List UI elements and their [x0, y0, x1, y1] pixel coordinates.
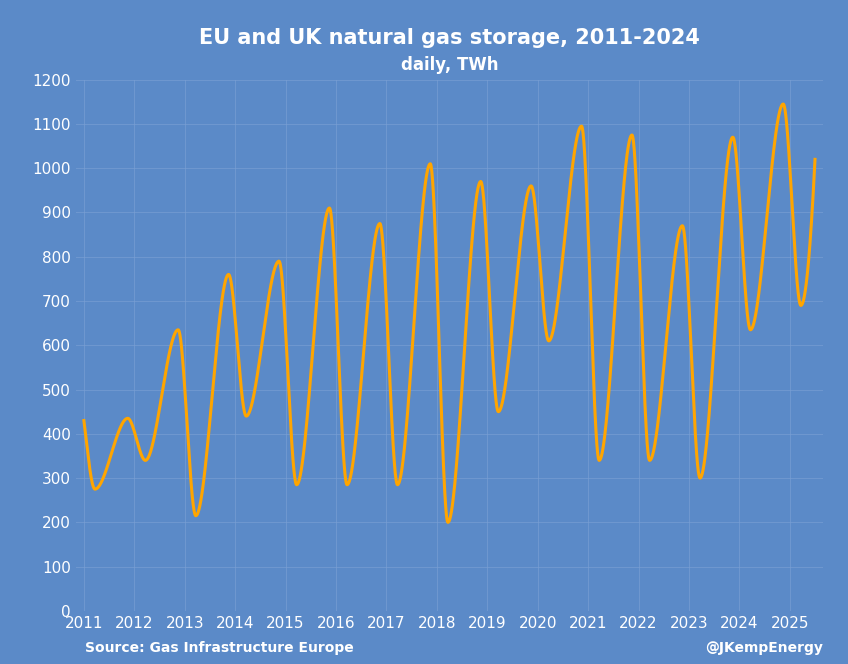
- Text: Source: Gas Infrastructure Europe: Source: Gas Infrastructure Europe: [85, 641, 354, 655]
- Text: daily, TWh: daily, TWh: [401, 56, 498, 74]
- Text: @JKempEnergy: @JKempEnergy: [705, 641, 823, 655]
- Text: EU and UK natural gas storage, 2011-2024: EU and UK natural gas storage, 2011-2024: [199, 28, 700, 48]
